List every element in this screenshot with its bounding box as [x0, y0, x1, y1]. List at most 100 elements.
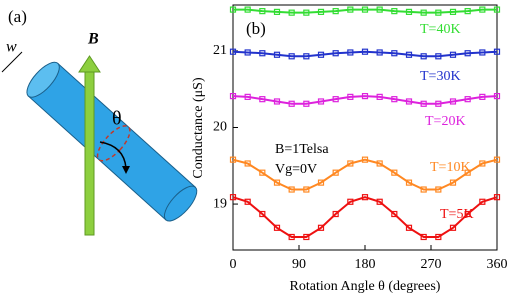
data-point [449, 8, 457, 15]
data-point [391, 50, 398, 57]
angle-arrow [99, 141, 127, 169]
data-point [376, 49, 383, 56]
data-point [303, 9, 310, 16]
data-point [244, 49, 251, 56]
data-point [229, 48, 237, 55]
data-point [317, 98, 325, 105]
data-point [229, 93, 237, 100]
diagram: (a) B w θ [1, 7, 198, 236]
data-point [259, 169, 266, 176]
series-label: T=10K [430, 160, 471, 175]
data-point [493, 48, 501, 55]
series-line [232, 95, 498, 105]
data-point [391, 96, 398, 103]
data-point [259, 8, 266, 15]
data-point [449, 179, 457, 186]
data-point [464, 169, 471, 176]
data-point [464, 96, 471, 103]
data-point [303, 100, 310, 107]
data-point [405, 224, 413, 231]
y-axis-title: Conductance (μS) [191, 77, 206, 179]
data-point [332, 169, 339, 176]
data-point [464, 210, 471, 218]
data-point [229, 6, 237, 13]
data-point [420, 233, 427, 241]
data-point [376, 6, 383, 13]
data-point [464, 50, 471, 57]
data-point [273, 224, 281, 231]
data-point [347, 160, 354, 167]
data-point [229, 194, 237, 201]
data-point [288, 53, 295, 60]
data-point [303, 53, 310, 60]
data-point [420, 186, 427, 193]
data-point [479, 93, 486, 100]
data-point [493, 93, 501, 100]
x-tick-label: 360 [487, 257, 508, 272]
x-tick-label: 90 [292, 257, 306, 272]
data-point [405, 51, 413, 58]
data-point [449, 51, 457, 58]
data-point [435, 9, 442, 16]
data-point [493, 6, 501, 13]
data-point [479, 198, 486, 205]
y-tick-label: 21 [213, 43, 227, 58]
annotation: B=1Telsa [275, 142, 329, 157]
data-point [405, 98, 413, 105]
data-point [361, 48, 369, 55]
data-point [376, 93, 383, 100]
rotation-ring [96, 125, 131, 162]
x-axis-title: Rotation Angle θ (degrees) [290, 279, 441, 294]
data-point [376, 198, 383, 205]
data-point [244, 198, 251, 205]
x-tick-label: 180 [355, 257, 376, 272]
data-point [273, 51, 281, 58]
data-point [288, 100, 295, 107]
data-point [229, 156, 237, 163]
series-line [232, 50, 498, 58]
wire-end [163, 185, 198, 222]
series-line [233, 8, 497, 14]
panel-label: (b) [246, 19, 266, 38]
wire-body [27, 62, 197, 221]
data-point [361, 6, 369, 13]
data-point [273, 8, 281, 15]
panel-label: (a) [8, 7, 27, 26]
data-point [361, 194, 369, 201]
data-point [259, 96, 266, 103]
data-point [464, 8, 471, 15]
data-point [405, 8, 413, 15]
data-point [317, 51, 325, 58]
series-line [232, 158, 498, 191]
data-point [259, 50, 266, 57]
data-point [435, 100, 442, 107]
field-arrow [84, 69, 95, 236]
data-point [361, 156, 369, 163]
width-arrow [1, 51, 23, 73]
series-label: T=20K [425, 114, 466, 129]
field-label: B [87, 31, 99, 48]
data-point [391, 8, 398, 15]
data-point [317, 224, 325, 231]
data-point [273, 98, 281, 105]
data-point [435, 233, 442, 241]
data-point [273, 179, 281, 186]
data-point [317, 8, 325, 15]
data-point [303, 186, 310, 193]
data-point [332, 50, 339, 57]
data-point [303, 233, 310, 241]
angle-arrowhead [122, 166, 130, 174]
data-point [259, 210, 266, 218]
data-point [479, 49, 486, 56]
data-point [449, 98, 457, 105]
y-tick-label: 19 [213, 196, 227, 211]
data-point [332, 96, 339, 103]
x-tick-label: 0 [230, 257, 237, 272]
x-tick-label: 270 [421, 257, 442, 272]
series-label: T=30K [420, 69, 461, 84]
data-point [479, 160, 486, 167]
data-point [479, 6, 486, 13]
wire-top [26, 61, 60, 98]
series-label: T=40K [420, 22, 461, 37]
